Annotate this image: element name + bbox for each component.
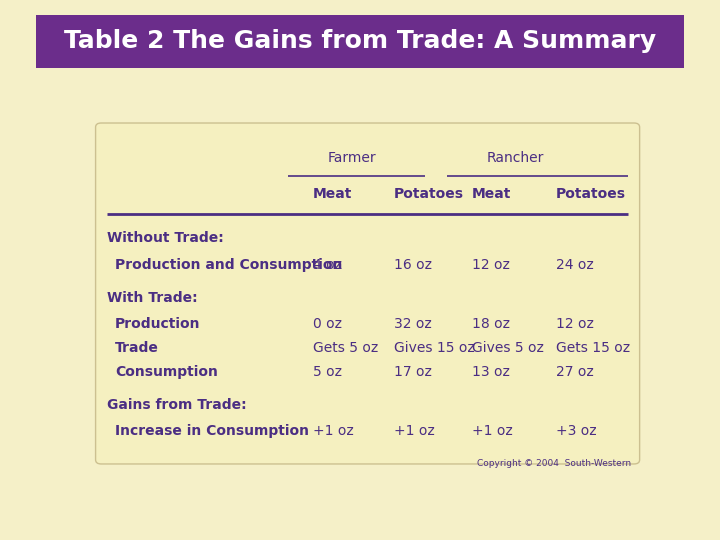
Text: Increase in Consumption: Increase in Consumption [115, 424, 309, 438]
Text: 16 oz: 16 oz [394, 258, 432, 272]
Text: 17 oz: 17 oz [394, 365, 432, 379]
Text: Production and Consumption: Production and Consumption [115, 258, 343, 272]
FancyBboxPatch shape [0, 11, 720, 71]
Text: Gets 5 oz: Gets 5 oz [313, 341, 379, 355]
Text: +1 oz: +1 oz [313, 424, 354, 438]
Text: 32 oz: 32 oz [394, 317, 432, 331]
Text: 12 oz: 12 oz [556, 317, 594, 331]
Text: 18 oz: 18 oz [472, 317, 510, 331]
Text: 27 oz: 27 oz [556, 365, 594, 379]
Text: Trade: Trade [115, 341, 159, 355]
Text: Gets 15 oz: Gets 15 oz [556, 341, 630, 355]
Text: Production: Production [115, 317, 201, 331]
Text: Consumption: Consumption [115, 365, 218, 379]
Text: 13 oz: 13 oz [472, 365, 510, 379]
Text: 5 oz: 5 oz [313, 365, 342, 379]
Text: Meat: Meat [472, 187, 512, 201]
Text: +1 oz: +1 oz [394, 424, 435, 438]
Text: Gives 5 oz: Gives 5 oz [472, 341, 544, 355]
Text: +1 oz: +1 oz [472, 424, 513, 438]
Text: 24 oz: 24 oz [556, 258, 594, 272]
Text: Copyright © 2004  South-Western: Copyright © 2004 South-Western [477, 459, 631, 468]
Text: 12 oz: 12 oz [472, 258, 510, 272]
Text: Gives 15 oz: Gives 15 oz [394, 341, 475, 355]
Text: 4 oz: 4 oz [313, 258, 342, 272]
Text: Table 2 The Gains from Trade: A Summary: Table 2 The Gains from Trade: A Summary [64, 29, 656, 53]
Text: +3 oz: +3 oz [556, 424, 597, 438]
Text: Potatoes: Potatoes [394, 187, 464, 201]
FancyBboxPatch shape [96, 123, 639, 464]
Text: Meat: Meat [313, 187, 353, 201]
Text: Potatoes: Potatoes [556, 187, 626, 201]
Text: 0 oz: 0 oz [313, 317, 342, 331]
Text: Gains from Trade:: Gains from Trade: [107, 399, 246, 413]
Text: Farmer: Farmer [328, 151, 377, 165]
Text: Without Trade:: Without Trade: [107, 231, 223, 245]
Text: With Trade:: With Trade: [107, 291, 197, 305]
Text: Rancher: Rancher [487, 151, 544, 165]
